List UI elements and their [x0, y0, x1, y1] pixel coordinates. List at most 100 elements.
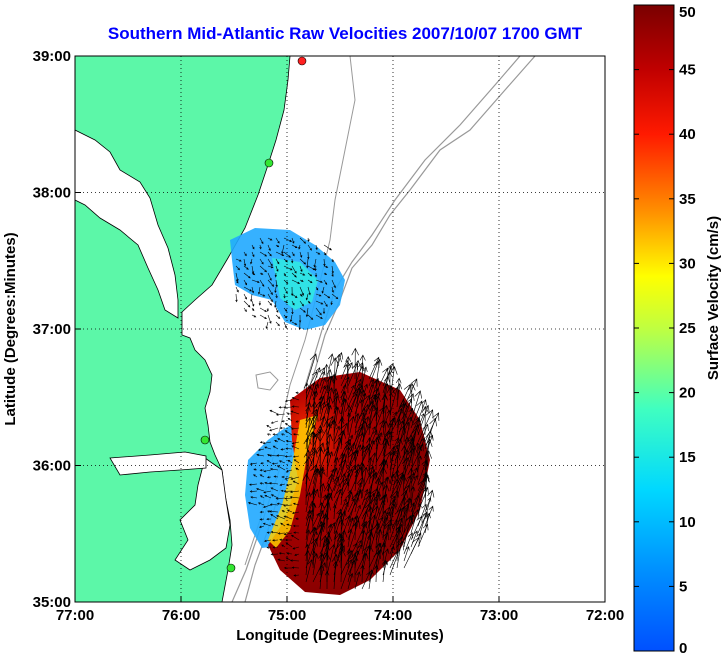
velocity-arrow	[266, 433, 272, 436]
velocity-arrow	[303, 382, 310, 408]
velocity-arrow	[281, 420, 286, 423]
velocity-arrow	[243, 300, 251, 308]
velocity-arrow	[275, 314, 281, 319]
velocity-arrow	[266, 531, 272, 534]
velocity-arrow	[314, 272, 318, 278]
velocity-arrow	[269, 409, 279, 415]
velocity-arrow	[248, 483, 258, 486]
colorbar-tick-label: 15	[679, 449, 696, 466]
velocity-arrow	[403, 378, 418, 408]
x-tick-label: 77:00	[56, 607, 94, 624]
velocity-arrow	[259, 272, 264, 275]
velocity-arrow	[286, 552, 293, 555]
velocity-arrow	[323, 258, 326, 267]
station-marker	[200, 435, 210, 445]
velocity-arrow	[407, 467, 415, 499]
velocity-arrow	[275, 244, 280, 248]
velocity-arrow	[294, 553, 300, 556]
velocity-arrow	[235, 265, 240, 271]
velocity-arrow	[375, 358, 383, 387]
velocity-arrow	[267, 293, 273, 303]
velocity-arrow	[279, 483, 286, 486]
velocity-arrow	[291, 244, 298, 248]
velocity-arrow	[315, 293, 322, 297]
velocity-arrow	[354, 539, 362, 555]
velocity-arrow	[340, 391, 348, 422]
velocity-arrow	[289, 490, 300, 494]
velocity-arrow	[262, 441, 272, 445]
velocity-arrow	[347, 384, 355, 401]
velocity-arrow	[275, 237, 280, 244]
velocity-arrow	[298, 244, 301, 250]
velocity-arrow	[359, 365, 366, 394]
velocity-arrow	[315, 300, 324, 305]
x-tick-label: 73:00	[480, 607, 518, 624]
velocity-arrow	[309, 526, 319, 562]
velocity-arrow	[295, 391, 300, 394]
velocity-arrow	[278, 406, 286, 409]
velocity-arrow	[366, 544, 374, 576]
velocity-arrow	[307, 300, 311, 304]
velocity-arrow	[312, 553, 319, 576]
velocity-arrow	[275, 321, 280, 327]
velocity-arrow	[319, 401, 326, 422]
velocity-arrow	[257, 502, 265, 506]
velocity-arrow	[259, 244, 262, 250]
velocity-arrow	[291, 566, 300, 569]
velocity-arrow	[243, 251, 247, 257]
velocity-arrow	[267, 286, 273, 296]
velocity-arrow	[259, 237, 264, 245]
velocity-arrow	[315, 244, 318, 251]
velocity-arrow	[322, 308, 326, 315]
velocity-arrow	[354, 571, 361, 590]
velocity-arrow	[424, 430, 434, 464]
velocity-arrow	[283, 307, 288, 312]
velocity-arrow	[307, 251, 310, 260]
velocity-arrow	[403, 532, 414, 555]
velocity-arrow	[372, 436, 381, 471]
velocity-arrow	[392, 518, 401, 555]
velocity-arrow	[379, 466, 387, 499]
velocity-arrow	[333, 436, 343, 471]
velocity-arrow	[266, 460, 272, 464]
velocity-arrows-carolina	[247, 347, 440, 590]
velocity-arrow	[347, 378, 362, 408]
velocity-arrow	[267, 258, 273, 267]
velocity-arrow	[361, 552, 369, 576]
velocity-arrow	[312, 367, 325, 394]
velocity-arrow	[265, 321, 269, 330]
velocity-arrow	[250, 496, 258, 499]
velocity-arrow	[299, 286, 304, 296]
velocity-arrow	[331, 272, 334, 278]
velocity-arrow	[270, 513, 279, 520]
velocity-arrow	[291, 293, 298, 298]
velocity-arrow	[326, 353, 335, 380]
chart-title: Southern Mid-Atlantic Raw Velocities 200…	[108, 24, 583, 43]
velocity-arrow	[421, 405, 429, 436]
velocity-arrow	[375, 493, 388, 527]
colorbar-tick-label: 40	[679, 126, 696, 143]
velocity-arrow	[340, 559, 353, 590]
colorbar	[633, 4, 675, 652]
velocity-arrow	[307, 279, 313, 284]
y-tick-label: 38:00	[33, 185, 71, 202]
velocity-arrow	[368, 569, 374, 590]
velocity-arrow	[259, 468, 265, 472]
velocity-arrow	[347, 427, 363, 457]
velocity-arrow	[361, 519, 373, 555]
velocity-arrow	[284, 476, 293, 480]
velocity-arrow	[305, 353, 318, 387]
velocity-arrow	[275, 293, 278, 299]
velocity-arrow	[324, 492, 333, 527]
velocity-arrow	[267, 265, 274, 269]
colorbar-tick-label: 10	[679, 514, 696, 531]
velocity-arrow	[262, 504, 272, 508]
velocity-arrow	[367, 400, 376, 436]
velocity-arrow	[354, 412, 361, 436]
velocity-arrow	[273, 475, 279, 478]
velocity-arrow	[267, 314, 272, 324]
velocity-arrow	[316, 446, 325, 478]
velocity-arrow	[293, 459, 300, 464]
velocity-arrow	[305, 491, 312, 513]
velocity-arrow	[249, 462, 258, 466]
